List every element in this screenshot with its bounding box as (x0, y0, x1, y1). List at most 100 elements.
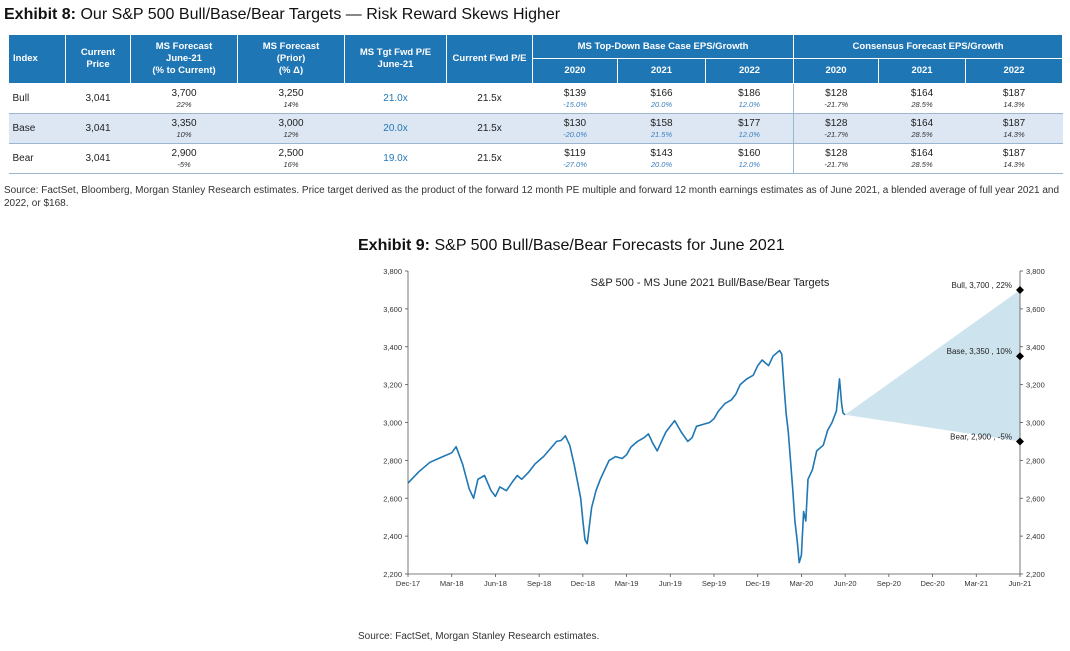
cell-index: Base (8, 113, 66, 144)
scenario-marker-base (1016, 352, 1024, 361)
sp500-price-line (407, 349, 846, 564)
exhibit9-title: Exhibit 9: S&P 500 Bull/Base/Bear Foreca… (358, 237, 785, 255)
y-tick-label-left: 2,800 (383, 456, 402, 465)
cell-cons-2021: $164 28.5% (878, 143, 966, 174)
cell-forecast: 3,350 10% (130, 113, 238, 144)
header-ms-forecast: MS Forecast June-21 (% to Current) (130, 34, 238, 84)
x-tick-label: Dec-18 (571, 579, 595, 588)
header-current-price: Current Price (65, 34, 131, 84)
table-row-base: Base 3,041 3,350 10% 3,000 12% 20.0x 21.5x… (8, 113, 1063, 144)
cell-ms-2020: $130 -20.0% (532, 113, 618, 144)
cell-prior: 2,500 16% (237, 143, 345, 174)
cell-cons-2021: $164 28.5% (878, 113, 966, 144)
exhibit9-source: Source: FactSet, Morgan Stanley Research… (358, 631, 600, 642)
scenario-marker-bull (1016, 285, 1024, 294)
cell-forecast: 2,900 -5% (130, 143, 238, 174)
cell-tgt-pe: 19.0x (344, 143, 447, 174)
y-tick-label-right: 3,800 (1026, 267, 1045, 276)
scenario-label-bull: Bull, 3,700 , 22% (952, 281, 1012, 290)
y-tick-label-left: 3,600 (383, 305, 402, 314)
y-tick-label-left: 2,600 (383, 494, 402, 503)
exhibit8-source: Source: FactSet, Bloomberg, Morgan Stanl… (4, 185, 1060, 209)
y-tick-label-left: 2,400 (383, 532, 402, 541)
exhibit8-label: Exhibit 8: (4, 6, 77, 23)
y-tick-label-left: 3,000 (383, 419, 402, 428)
x-tick-label: Dec-19 (746, 579, 770, 588)
y-tick-label-left: 3,200 (383, 381, 402, 390)
header-current-pe: Current Fwd P/E (446, 34, 533, 84)
cell-cons-2022: $187 14.3% (965, 143, 1063, 174)
header-ms-2022: 2022 (704, 58, 795, 84)
cell-forecast: 3,700 22% (130, 83, 238, 114)
cell-prior: 3,000 12% (237, 113, 345, 144)
cell-cur-pe: 21.5x (446, 113, 533, 144)
header-index: Index (8, 34, 66, 84)
cell-ms-2020: $139 -15.0% (532, 83, 618, 114)
x-tick-label: Jun-19 (659, 579, 682, 588)
y-tick-label-left: 3,800 (383, 267, 402, 276)
cell-tgt-pe: 20.0x (344, 113, 447, 144)
header-cons-2020: 2020 (793, 58, 880, 84)
y-tick-label-right: 2,600 (1026, 494, 1045, 503)
table-row-bear: Bear 3,041 2,900 -5% 2,500 16% 19.0x 21.5x… (8, 143, 1063, 174)
sp500-forecast-chart: 2,200 2,200 2,400 2,400 2,600 2,600 2,800 2,800… (383, 267, 1045, 588)
header-cons-2022: 2022 (965, 58, 1064, 84)
cell-cons-2020: $128 -21.7% (793, 143, 879, 174)
cell-ms-2021: $166 20.0% (617, 83, 706, 114)
cell-cons-2021: $164 28.5% (878, 83, 966, 114)
x-tick-label: Jun-18 (484, 579, 507, 588)
cell-price: 3,041 (65, 143, 131, 174)
cell-ms-2021: $143 20.0% (617, 143, 706, 174)
x-tick-label: Jun-21 (1009, 579, 1032, 588)
header-ms-tgt-pe: MS Tgt Fwd P/E June-21 (344, 34, 447, 84)
cell-tgt-pe: 21.0x (344, 83, 447, 114)
cell-index: Bull (8, 83, 66, 114)
exhibit9-title-text: S&P 500 Bull/Base/Bear Forecasts for Jun… (434, 237, 785, 254)
cell-ms-2022: $160 12.0% (705, 143, 794, 174)
x-tick-label: Jun-20 (834, 579, 857, 588)
cell-cons-2022: $187 14.3% (965, 83, 1063, 114)
y-tick-label-left: 3,400 (383, 343, 402, 352)
y-tick-label-right: 2,200 (1026, 570, 1045, 579)
cell-cur-pe: 21.5x (446, 83, 533, 114)
cell-ms-2020: $119 -27.0% (532, 143, 618, 174)
y-tick-label-right: 2,800 (1026, 456, 1045, 465)
cell-price: 3,041 (65, 83, 131, 114)
x-tick-label: Sep-20 (877, 579, 901, 588)
cell-cons-2020: $128 -21.7% (793, 83, 879, 114)
x-tick-label: Dec-17 (396, 579, 420, 588)
y-tick-label-left: 2,200 (383, 570, 402, 579)
exhibit9-label: Exhibit 9: (358, 237, 431, 254)
cell-ms-2022: $177 12.0% (705, 113, 794, 144)
table-row-bull: Bull 3,041 3,700 22% 3,250 14% 21.0x 21.5x… (8, 83, 1063, 114)
cell-prior: 3,250 14% (237, 83, 345, 114)
header-group-consensus: Consensus Forecast EPS/Growth (793, 34, 1064, 59)
exhibit8-title-text: Our S&P 500 Bull/Base/Bear Targets — Ris… (80, 6, 561, 23)
cell-ms-2022: $186 12.0% (705, 83, 794, 114)
y-tick-label-right: 3,600 (1026, 305, 1045, 314)
scenario-label-bear: Bear, 2,900 , -5% (950, 432, 1012, 441)
chart-title: S&P 500 - MS June 2021 Bull/Base/Bear Ta… (591, 277, 830, 289)
y-tick-label-right: 3,200 (1026, 381, 1045, 390)
x-tick-label: Mar-20 (790, 579, 814, 588)
header-ms-2020: 2020 (532, 58, 618, 84)
x-tick-label: Sep-18 (527, 579, 551, 588)
cell-cur-pe: 21.5x (446, 143, 533, 174)
scenario-label-base: Base, 3,350 , 10% (947, 347, 1012, 356)
header-ms-2021: 2021 (617, 58, 706, 84)
cell-cons-2020: $128 -21.7% (793, 113, 879, 144)
y-tick-label-right: 3,000 (1026, 419, 1045, 428)
x-tick-label: Mar-21 (964, 579, 988, 588)
x-tick-label: Mar-19 (615, 579, 639, 588)
x-tick-label: Dec-20 (920, 579, 944, 588)
cell-index: Bear (8, 143, 66, 174)
projection-fan (845, 289, 1020, 442)
targets-table: Index Current Price MS Forecast June-21 (% … (8, 34, 1064, 174)
cell-cons-2022: $187 14.3% (965, 113, 1063, 144)
exhibit8-title: Exhibit 8: Our S&P 500 Bull/Base/Bear Ta… (4, 6, 560, 24)
x-tick-label: Mar-18 (440, 579, 464, 588)
y-tick-label-right: 2,400 (1026, 532, 1045, 541)
scenario-marker-bear (1016, 437, 1024, 446)
header-cons-2021: 2021 (878, 58, 967, 84)
header-group-ms: MS Top-Down Base Case EPS/Growth (531, 34, 795, 59)
